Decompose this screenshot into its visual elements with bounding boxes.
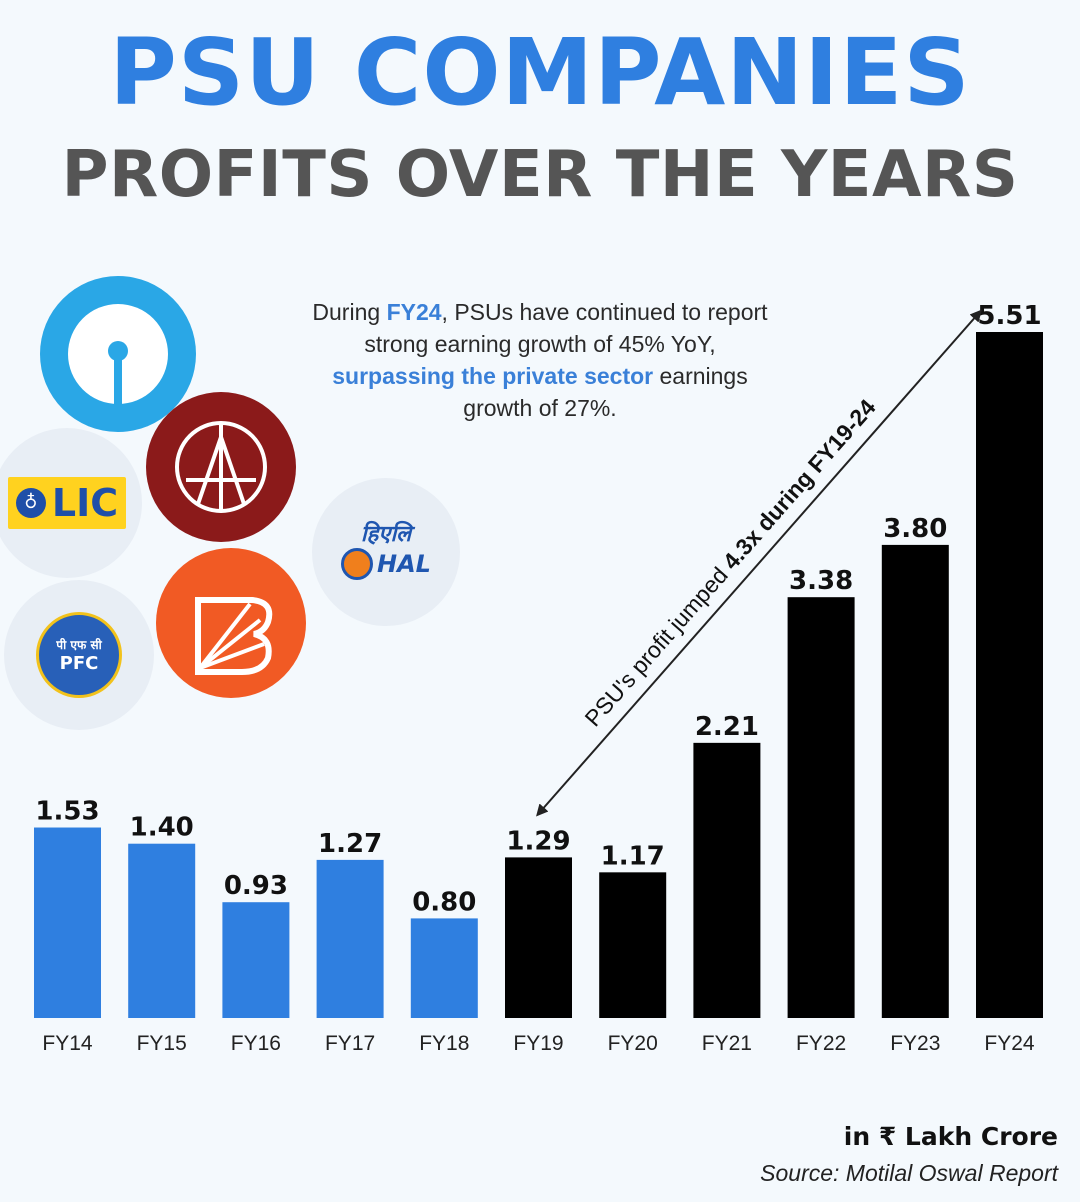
bar-fy21 xyxy=(693,742,761,1018)
bar-fy16 xyxy=(222,902,290,1018)
pfc-logo: पी एफ सी PFC xyxy=(4,580,154,730)
category-labels-group: FY14 FY15 FY16 FY17 FY18 FY19 FY20 FY21 FY22 FY23… xyxy=(42,1032,1035,1055)
value-label-fy21: 2.21 xyxy=(695,712,759,742)
category-label-fy14: FY14 xyxy=(42,1032,93,1055)
category-label-fy20: FY20 xyxy=(608,1032,658,1055)
hal-text: HAL xyxy=(377,550,431,578)
bar-fy24 xyxy=(976,332,1043,1018)
hal-emblem-icon xyxy=(341,548,374,580)
category-label-fy22: FY22 xyxy=(796,1032,846,1055)
category-label-fy15: FY15 xyxy=(137,1032,187,1055)
ongc-rig-icon xyxy=(175,421,267,513)
category-label-fy19: FY19 xyxy=(513,1032,563,1055)
bar-fy19 xyxy=(505,857,572,1018)
unit-label: in ₹ Lakh Crore xyxy=(843,1122,1058,1151)
hal-logo: हिएलि HAL xyxy=(312,478,460,626)
pfc-hindi-text: पी एफ सी xyxy=(56,638,102,652)
source-label: Source: Motilal Oswal Report xyxy=(760,1160,1058,1186)
page-subtitle: PROFITS OVER THE YEARS xyxy=(61,138,1019,212)
value-label-fy17: 1.27 xyxy=(318,829,382,859)
growth-arrow xyxy=(536,309,982,817)
annotation-text: PSU's profit jumped xyxy=(579,557,737,731)
bar-fy14 xyxy=(34,827,101,1018)
value-label-fy19: 1.29 xyxy=(506,826,570,856)
hal-hindi-text: हिएलि xyxy=(360,522,412,547)
bar-fy17 xyxy=(316,859,384,1018)
category-label-fy17: FY17 xyxy=(325,1032,375,1055)
value-label-fy15: 1.40 xyxy=(130,813,194,843)
category-label-fy24: FY24 xyxy=(984,1032,1035,1055)
value-label-fy18: 0.80 xyxy=(412,887,476,917)
bar-fy20 xyxy=(599,872,667,1018)
category-label-fy23: FY23 xyxy=(890,1032,940,1055)
value-label-fy22: 3.38 xyxy=(789,566,853,596)
value-label-fy23: 3.80 xyxy=(883,514,947,544)
lic-hands-icon: ♁ xyxy=(15,488,46,518)
value-label-fy24: 5.51 xyxy=(977,301,1041,331)
bar-fy15 xyxy=(128,843,196,1018)
bar-fy23 xyxy=(881,544,949,1018)
page-title: PSU COMPANIES xyxy=(109,19,971,126)
bob-logo xyxy=(156,548,306,698)
category-label-fy16: FY16 xyxy=(231,1032,281,1055)
value-label-fy16: 0.93 xyxy=(224,871,288,901)
sbi-keyhole-icon xyxy=(68,304,168,406)
sbi-logo xyxy=(40,276,196,432)
value-label-fy14: 1.53 xyxy=(35,797,99,827)
note-fy: FY24 xyxy=(386,299,442,325)
ongc-logo xyxy=(146,392,296,542)
category-label-fy21: FY21 xyxy=(702,1032,752,1055)
lic-logo-text: LIC xyxy=(51,481,119,525)
bar-fy18 xyxy=(410,918,478,1018)
bob-sunrays-icon xyxy=(195,597,273,675)
bars-group xyxy=(34,332,1043,1018)
lic-logo: ♁ LIC xyxy=(0,428,142,578)
bar-fy22 xyxy=(787,597,855,1018)
note-part1: During xyxy=(312,299,387,325)
value-label-fy20: 1.17 xyxy=(601,841,665,871)
category-label-fy18: FY18 xyxy=(419,1032,469,1055)
pfc-text: PFC xyxy=(59,653,99,674)
annotation-bold: 4.3x during FY19-24 xyxy=(717,394,880,574)
